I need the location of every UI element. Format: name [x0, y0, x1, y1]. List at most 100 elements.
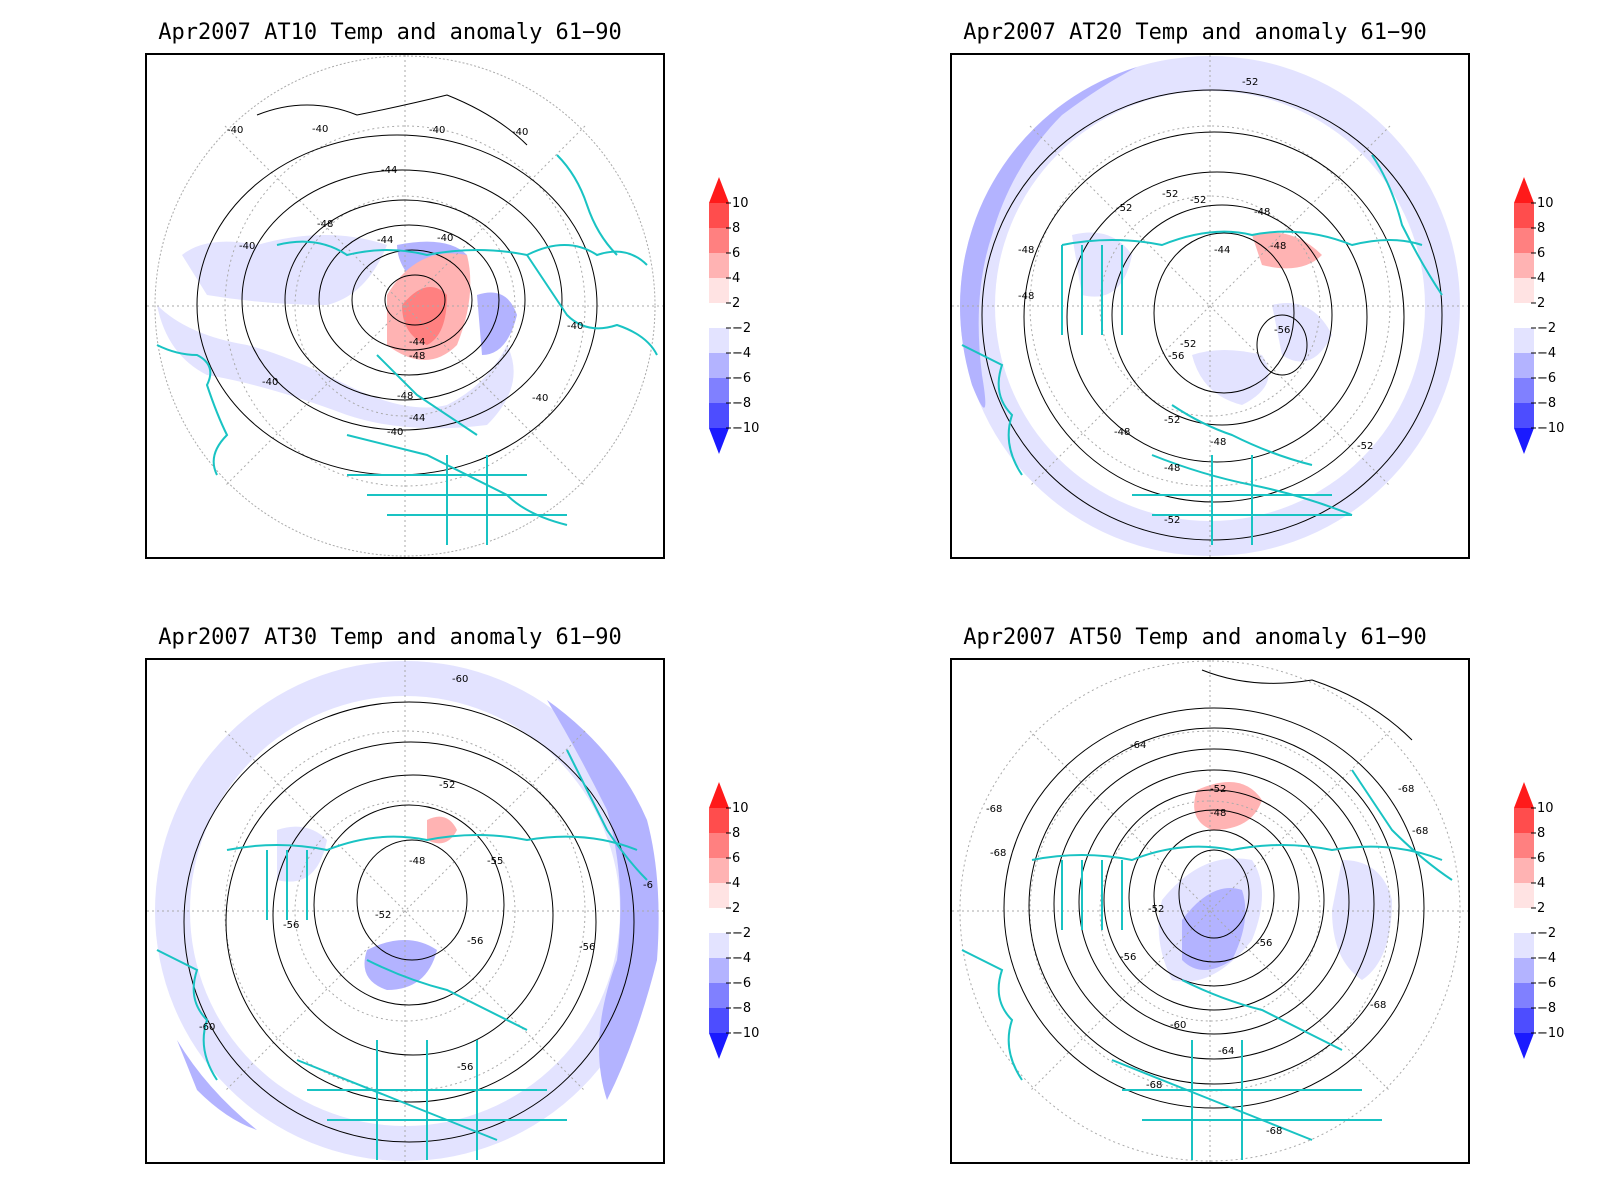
colorbar-swatch	[1514, 403, 1534, 428]
colorbar-svg: 10 8 6 4 2 −2 −4 −6 −8 −10	[1514, 782, 1564, 1059]
contour-label: -52	[1190, 195, 1206, 206]
contour-label: -6	[643, 880, 653, 891]
colorbar: 10 8 6 4 2 −2 −4 −6 −8 −10	[708, 175, 788, 465]
contour-label: -56	[467, 936, 483, 947]
colorbar-label: 8	[1537, 826, 1545, 841]
contour-label: -52	[1148, 904, 1164, 915]
colorbar-label: −4	[732, 346, 751, 361]
colorbar: 10 8 6 4 2 −2 −4 −6 −8 −10	[1513, 175, 1593, 465]
contour-label: -44	[409, 413, 425, 424]
contour-label: -56	[1120, 952, 1136, 963]
colorbar-label: −2	[1537, 926, 1556, 941]
colorbar-label: −6	[1537, 371, 1556, 386]
colorbar-label: −10	[732, 1026, 759, 1041]
colorbar-swatches	[1514, 782, 1536, 1059]
colorbar-svg: 10 8 6 4 2 −2 −4 −6 −8 −10	[709, 177, 759, 454]
contour-label: -40	[532, 393, 548, 404]
contour-label: -40	[262, 377, 278, 388]
panel-title: Apr2007 AT20 Temp and anomaly 61−90	[963, 20, 1427, 45]
colorbar-swatch	[1514, 378, 1534, 403]
contour-label: -56	[1256, 938, 1272, 949]
contour-label: -52	[1210, 784, 1226, 795]
colorbar-swatch	[1514, 303, 1534, 328]
contour-label: -48	[397, 391, 413, 402]
colorbar-swatch	[1514, 278, 1534, 303]
contour-label: -48	[1018, 245, 1034, 256]
panel-title: Apr2007 AT50 Temp and anomaly 61−90	[963, 625, 1427, 650]
contour-label: -68	[1412, 826, 1428, 837]
panel-title: Apr2007 AT10 Temp and anomaly 61−90	[158, 20, 622, 45]
colorbar-svg: 10 8 6 4 2 −2 −4 −6 −8 −10	[1514, 177, 1564, 454]
contour-label: -48	[1018, 291, 1034, 302]
contour-label: -44	[1214, 245, 1230, 256]
map-frame: -52 -52 -52 -52 -48 -48 -48 -44 -48 -56 …	[950, 53, 1470, 559]
colorbar-svg: 10 8 6 4 2 −2 −4 −6 −8 −10	[709, 782, 759, 1059]
contour-label: -52	[1180, 339, 1196, 350]
contour-label: -68	[986, 804, 1002, 815]
colorbar-arrow-bottom	[1514, 1033, 1534, 1059]
contour-label: -44	[409, 337, 425, 348]
contour-label: -56	[283, 920, 299, 931]
contour-label: -40	[429, 125, 445, 136]
contour-label: -52	[1164, 415, 1180, 426]
contour-label: -40	[567, 321, 583, 332]
colorbar-swatch	[1514, 328, 1534, 353]
contour-label: -40	[387, 427, 403, 438]
colorbar-swatch	[1514, 353, 1534, 378]
colorbar-swatch	[1514, 808, 1534, 833]
colorbar-label: 4	[732, 876, 740, 891]
colorbar-swatch	[1514, 833, 1534, 858]
contour-label: -56	[1274, 325, 1290, 336]
colorbar-swatches	[709, 782, 731, 1059]
colorbar-label: −4	[1537, 951, 1556, 966]
colorbar-label: 8	[732, 826, 740, 841]
contour-label: -40	[312, 124, 328, 135]
contour-label: -56	[1168, 351, 1184, 362]
colorbar-swatch	[709, 933, 729, 958]
colorbar-swatch	[709, 253, 729, 278]
colorbar-arrow-top	[1514, 782, 1534, 808]
contour-label: -60	[199, 1022, 215, 1033]
contour-label: -68	[1370, 1000, 1386, 1011]
colorbar-swatches	[1514, 177, 1536, 454]
map-frame: -64 -68 -68 -52 -48 -68 -68 -52 -56 -56 …	[950, 658, 1470, 1164]
contour-label: -48	[1270, 241, 1286, 252]
polar-map: -60 -52 -48 -55 -52 -56 -56 -56 -60 -56 …	[147, 660, 663, 1162]
colorbar-swatch	[709, 858, 729, 883]
contour-label: -48	[1114, 427, 1130, 438]
contour-label: -48	[409, 351, 425, 362]
contour-label: -68	[990, 848, 1006, 859]
colorbar-arrow-bottom	[709, 1033, 729, 1059]
contour-label: -68	[1398, 784, 1414, 795]
colorbar-swatch	[709, 403, 729, 428]
contour-label: -40	[227, 125, 243, 136]
polar-map: -64 -68 -68 -52 -48 -68 -68 -52 -56 -56 …	[952, 660, 1468, 1162]
colorbar-label: 10	[732, 196, 749, 211]
contour-label: -60	[452, 674, 468, 685]
colorbar-label: −6	[1537, 976, 1556, 991]
colorbar-label: 8	[732, 221, 740, 236]
colorbar-swatch	[1514, 1008, 1534, 1033]
colorbar-swatches	[709, 177, 731, 454]
colorbar-label: 2	[732, 296, 740, 311]
colorbar-swatch	[709, 983, 729, 1008]
colorbar-swatch	[1514, 958, 1534, 983]
contour-label: -40	[437, 233, 453, 244]
contour-label: -68	[1266, 1126, 1282, 1137]
colorbar-label: −10	[1537, 1026, 1564, 1041]
colorbar-label: 2	[732, 901, 740, 916]
colorbar-swatch	[1514, 253, 1534, 278]
colorbar-label: −8	[1537, 396, 1556, 411]
colorbar-label: −4	[732, 951, 751, 966]
colorbar-label: −6	[732, 976, 751, 991]
polar-map: -40 -40 -40 -40 -44 -48 -40 -44 -40 -44 …	[147, 55, 663, 557]
colorbar-swatch	[1514, 933, 1534, 958]
colorbar-swatch	[1514, 858, 1534, 883]
colorbar-label: 10	[732, 801, 749, 816]
colorbar-arrow-top	[709, 177, 729, 203]
colorbar-swatch	[709, 328, 729, 353]
map-frame: -60 -52 -48 -55 -52 -56 -56 -56 -60 -56 …	[145, 658, 665, 1164]
contour-label: -68	[1146, 1080, 1162, 1091]
colorbar-label: −6	[732, 371, 751, 386]
colorbar-label: 2	[1537, 296, 1545, 311]
